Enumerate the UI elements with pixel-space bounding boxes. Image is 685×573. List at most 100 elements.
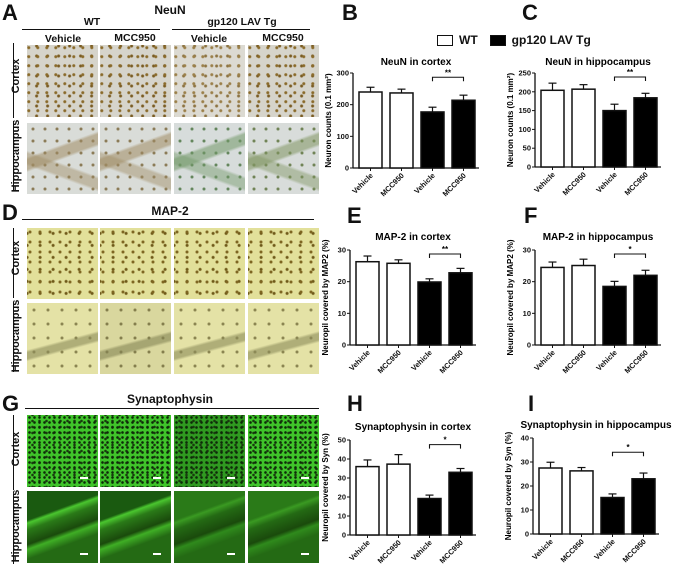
group-wt-label: WT: [83, 16, 101, 28]
micrograph-map2-cortex-3: [174, 228, 245, 299]
row-line: [13, 228, 14, 298]
micrograph-map2-hippo-3: [174, 303, 245, 374]
x-tick-label: MCC950: [379, 171, 406, 198]
significance-bracket: [431, 76, 465, 82]
y-tick-label: 30: [338, 474, 346, 483]
significance-bracket: [611, 451, 645, 457]
legend: WT gp120 LAV Tg: [437, 33, 591, 47]
x-tick-label: Vehicle: [347, 348, 372, 373]
panel-label-h: H: [347, 391, 363, 416]
micrograph-neun-hippo-wt-mcc950: [100, 123, 171, 194]
panel-label-d: D: [2, 200, 18, 225]
y-tick-label: 40: [338, 455, 346, 464]
micrograph-syn-cortex-1: [27, 415, 98, 487]
bar-tg: [600, 496, 625, 535]
y-tick-label: 30: [338, 246, 346, 255]
x-tick-label: MCC950: [559, 537, 586, 564]
bar-tg: [633, 274, 658, 346]
col-label: MCC950: [262, 32, 304, 44]
legend-label-tg: gp120 LAV Tg: [511, 33, 591, 47]
scale-bar: [301, 477, 309, 479]
y-tick-label: 10: [521, 506, 529, 515]
y-tick-label: 10: [338, 512, 346, 521]
significance-label: **: [445, 68, 452, 77]
chart-syn-cortex: Synaptophysin in cortex 0 10 20 30 40 50 Neurop…: [321, 420, 505, 568]
significance-bracket: [428, 253, 462, 258]
y-axis-label: Neuron counts (0.1 mm²): [506, 73, 515, 168]
scale-bar: [301, 553, 309, 555]
bar-tg: [417, 281, 442, 346]
y-tick-label: 0: [342, 531, 346, 540]
y-tick-label: 100: [518, 125, 531, 134]
chart-title: NeuN in cortex: [381, 57, 452, 68]
x-tick-label: Vehicle: [409, 538, 434, 563]
chart-syn-hippocampus: Synaptophysin in hippocampus 0 10 20 30 40 Neu…: [504, 420, 685, 568]
bar-wt: [389, 92, 414, 169]
col-label: Vehicle: [44, 33, 82, 45]
bar-tg: [451, 99, 476, 169]
row-line: [13, 302, 14, 372]
panel-d-line: [22, 219, 314, 220]
micrograph-syn-hippo-4: [248, 491, 319, 563]
significance-label: **: [627, 68, 634, 77]
row-line: [13, 43, 14, 118]
panel-label-b: B: [342, 0, 358, 25]
significance-label: *: [628, 245, 632, 254]
bar-wt: [386, 262, 411, 346]
y-axis-label: Neuropil covered by Syn (%): [321, 433, 330, 542]
micrograph-neun-hippo-wt-vehicle: [27, 123, 98, 194]
x-tick-label: MCC950: [438, 538, 465, 565]
scale-bar: [80, 477, 88, 479]
y-tick-label: 20: [521, 482, 529, 491]
bar-wt: [355, 465, 380, 536]
group-tg-label: gp120 LAV Tg: [207, 16, 277, 28]
significance-bracket: [613, 76, 647, 81]
micrograph-neun-cortex-wt-vehicle: [27, 45, 98, 117]
bar-tg: [448, 272, 473, 346]
x-tick-label: MCC950: [623, 348, 650, 375]
y-tick-label: 50: [523, 144, 531, 153]
y-tick-label: 20: [338, 493, 346, 502]
y-tick-label: 50: [338, 436, 346, 445]
y-tick-label: 200: [336, 100, 349, 109]
micrograph-map2-cortex-2: [100, 228, 171, 299]
chart-neun-hippocampus: NeuN in hippocampus 0 50 100 150 200 250 Neuron…: [505, 55, 685, 205]
micrograph-syn-cortex-2: [100, 415, 171, 487]
y-tick-label: 150: [518, 106, 531, 115]
y-tick-label: 250: [518, 69, 531, 78]
group-tg-line: [172, 29, 310, 30]
y-tick-label: 20: [338, 277, 346, 286]
y-tick-label: 0: [342, 341, 346, 350]
x-tick-label: Vehicle: [594, 348, 619, 373]
chart-map2-cortex: MAP-2 in cortex 0 10 20 30 Neuropil covered b…: [321, 230, 505, 385]
col-label: MCC950: [114, 32, 156, 44]
chart-neun-cortex: NeuN in cortex 0 100 200 300 Neuron counts (0…: [324, 55, 505, 205]
x-tick-label: MCC950: [561, 170, 588, 197]
x-tick-label: MCC950: [376, 348, 403, 375]
micrograph-map2-cortex-1: [27, 228, 98, 299]
micrograph-neun-hippo-tg-vehicle: [174, 123, 245, 194]
y-tick-label: 200: [518, 87, 531, 96]
bar-wt: [540, 89, 565, 168]
micrograph-map2-cortex-4: [248, 228, 319, 299]
bar-tg: [448, 471, 473, 536]
bar-tg: [417, 497, 442, 536]
group-wt-line: [22, 29, 160, 30]
y-axis-label: Neuropil covered by MAP2 (%): [321, 239, 330, 355]
panel-g-line: [25, 408, 319, 409]
y-axis-label: Neuron counts (0.1 mm²): [324, 73, 333, 168]
bar-wt: [538, 467, 563, 535]
row-line: [13, 494, 14, 564]
chart-title: MAP-2 in cortex: [375, 232, 451, 243]
chart-title: Synaptophysin in hippocampus: [520, 420, 672, 431]
bar-wt: [540, 266, 565, 346]
y-tick-label: 40: [521, 434, 529, 443]
scale-bar: [227, 553, 235, 555]
row-line: [13, 121, 14, 191]
micrograph-syn-hippo-2: [100, 491, 171, 563]
x-tick-label: MCC950: [623, 170, 650, 197]
bar-wt: [571, 264, 596, 346]
x-tick-label: Vehicle: [530, 537, 555, 562]
x-tick-label: MCC950: [438, 348, 465, 375]
row-label-hippocampus: Hippocampus: [10, 299, 22, 373]
